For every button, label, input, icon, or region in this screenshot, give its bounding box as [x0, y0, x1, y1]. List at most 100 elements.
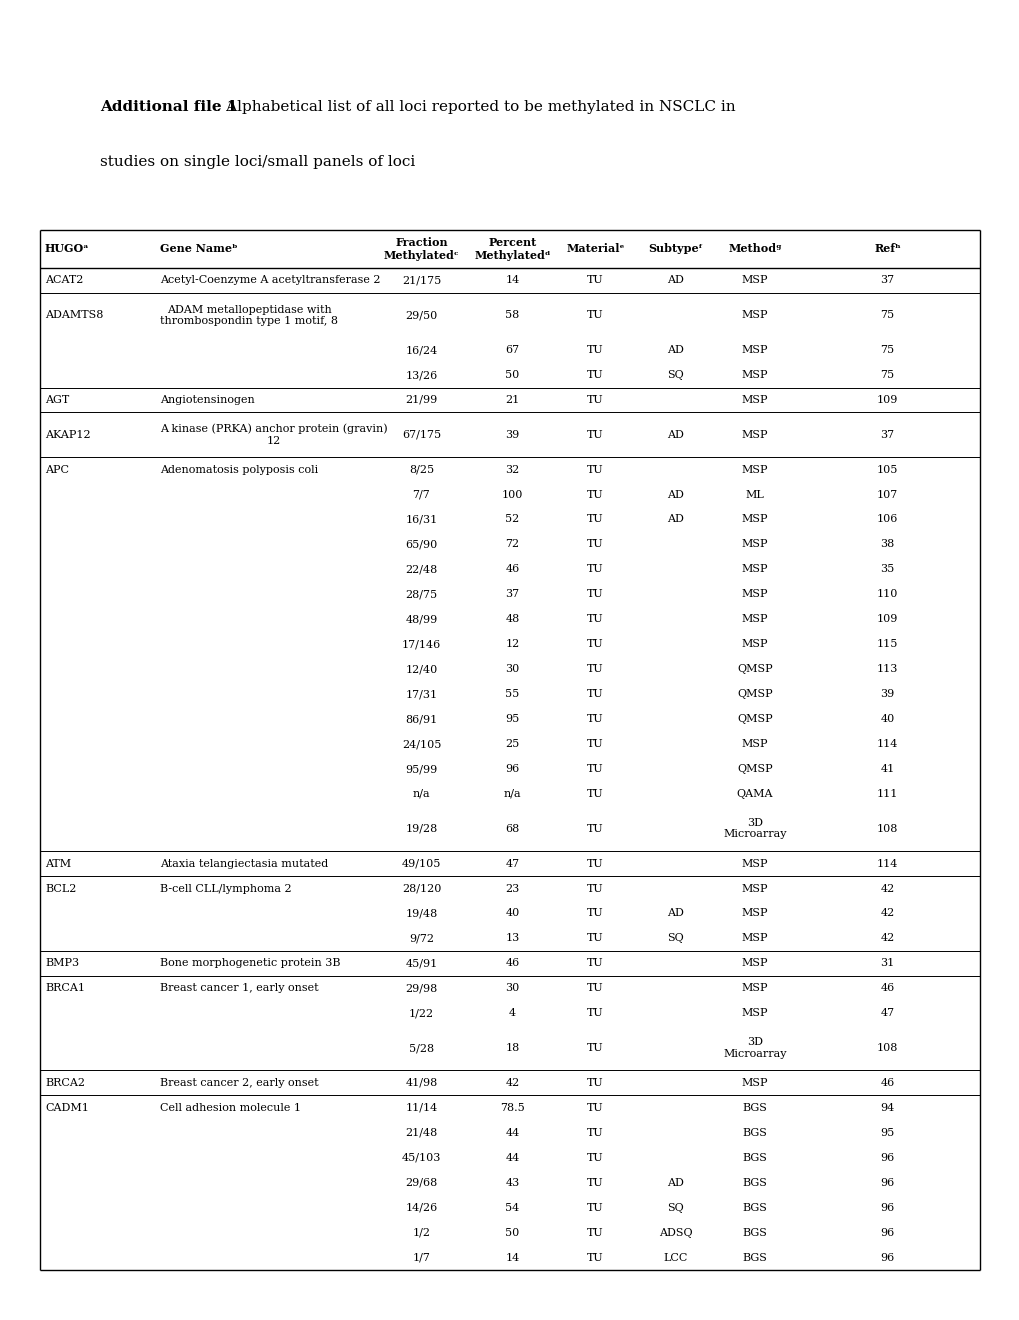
Text: TU: TU: [587, 1102, 603, 1113]
Text: 96: 96: [879, 1253, 894, 1262]
Text: 46: 46: [504, 958, 519, 969]
Text: TU: TU: [587, 490, 603, 499]
Text: MSP: MSP: [741, 614, 767, 624]
Text: MSP: MSP: [741, 883, 767, 894]
Text: TU: TU: [587, 1043, 603, 1053]
Text: A kinase (PRKA) anchor protein (gravin)
12: A kinase (PRKA) anchor protein (gravin) …: [160, 424, 387, 446]
Text: 96: 96: [879, 1177, 894, 1188]
Text: MSP: MSP: [741, 276, 767, 285]
Text: 32: 32: [504, 465, 519, 475]
Text: TU: TU: [587, 395, 603, 405]
Text: 100: 100: [501, 490, 523, 499]
Text: 19/48: 19/48: [405, 908, 437, 919]
Text: MSP: MSP: [741, 565, 767, 574]
Text: 52: 52: [504, 515, 519, 524]
Text: MSP: MSP: [741, 515, 767, 524]
Text: SQ: SQ: [666, 370, 683, 380]
Text: 1/2: 1/2: [412, 1228, 430, 1238]
Text: 45/91: 45/91: [405, 958, 437, 969]
Text: 21/175: 21/175: [401, 276, 440, 285]
Text: ML: ML: [745, 490, 763, 499]
Text: TU: TU: [587, 858, 603, 869]
Text: AD: AD: [666, 490, 684, 499]
Text: TU: TU: [587, 1253, 603, 1262]
Text: TU: TU: [587, 1228, 603, 1238]
Text: 25: 25: [504, 739, 519, 748]
Text: Cell adhesion molecule 1: Cell adhesion molecule 1: [160, 1102, 301, 1113]
Text: 42: 42: [879, 908, 894, 919]
Text: 12: 12: [504, 639, 519, 649]
Text: 30: 30: [504, 664, 519, 675]
Text: 1/7: 1/7: [412, 1253, 430, 1262]
Text: B-cell CLL/lymphoma 2: B-cell CLL/lymphoma 2: [160, 883, 291, 894]
Text: QMSP: QMSP: [737, 689, 772, 700]
Text: TU: TU: [587, 1203, 603, 1213]
Text: 23: 23: [504, 883, 519, 894]
Text: 16/31: 16/31: [405, 515, 437, 524]
Text: 7/7: 7/7: [413, 490, 430, 499]
Text: 29/68: 29/68: [405, 1177, 437, 1188]
Text: MSP: MSP: [741, 310, 767, 321]
Text: Subtypeᶠ: Subtypeᶠ: [647, 243, 702, 255]
Text: 21/99: 21/99: [405, 395, 437, 405]
Text: Bone morphogenetic protein 3B: Bone morphogenetic protein 3B: [160, 958, 340, 969]
Text: 78.5: 78.5: [499, 1102, 525, 1113]
Text: APC: APC: [45, 465, 69, 475]
Text: 50: 50: [504, 370, 519, 380]
Text: 58: 58: [504, 310, 519, 321]
Text: studies on single loci/small panels of loci: studies on single loci/small panels of l…: [100, 154, 415, 169]
Text: 110: 110: [876, 589, 898, 599]
Text: MSP: MSP: [741, 540, 767, 549]
Text: MSP: MSP: [741, 739, 767, 748]
Text: 95: 95: [504, 714, 519, 725]
Text: TU: TU: [587, 764, 603, 774]
Text: Adenomatosis polyposis coli: Adenomatosis polyposis coli: [160, 465, 318, 475]
Text: TU: TU: [587, 1008, 603, 1018]
Text: TU: TU: [587, 430, 603, 440]
Text: 75: 75: [879, 345, 894, 355]
Text: 108: 108: [876, 824, 898, 834]
Text: 106: 106: [876, 515, 898, 524]
Text: 94: 94: [879, 1102, 894, 1113]
Text: ADSQ: ADSQ: [658, 1228, 692, 1238]
Text: MSP: MSP: [741, 908, 767, 919]
Text: AD: AD: [666, 430, 684, 440]
Text: QAMA: QAMA: [736, 789, 772, 799]
Text: 68: 68: [504, 824, 519, 834]
Text: 109: 109: [876, 614, 898, 624]
Text: 111: 111: [876, 789, 898, 799]
Text: n/a: n/a: [413, 789, 430, 799]
Text: ADAMTS8: ADAMTS8: [45, 310, 103, 321]
Text: 37: 37: [505, 589, 519, 599]
Text: 46: 46: [879, 1078, 894, 1088]
Text: AD: AD: [666, 515, 684, 524]
Text: 48/99: 48/99: [405, 614, 437, 624]
Text: 11/14: 11/14: [405, 1102, 437, 1113]
Text: 86/91: 86/91: [405, 714, 437, 725]
Text: 42: 42: [879, 883, 894, 894]
Text: 37: 37: [879, 430, 894, 440]
Text: 105: 105: [876, 465, 898, 475]
Text: 42: 42: [879, 933, 894, 944]
Text: Additional file 1: Additional file 1: [100, 100, 237, 114]
Text: 41: 41: [879, 764, 894, 774]
Text: MSP: MSP: [741, 1078, 767, 1088]
Text: TU: TU: [587, 739, 603, 748]
Text: TU: TU: [587, 465, 603, 475]
Text: Materialᵉ: Materialᵉ: [566, 243, 624, 255]
Text: BGS: BGS: [742, 1152, 766, 1163]
Text: 39: 39: [879, 689, 894, 700]
Text: TU: TU: [587, 789, 603, 799]
Text: 43: 43: [504, 1177, 519, 1188]
Text: 75: 75: [879, 310, 894, 321]
Text: 24/105: 24/105: [401, 739, 441, 748]
Text: CADM1: CADM1: [45, 1102, 89, 1113]
Text: MSP: MSP: [741, 589, 767, 599]
Text: 65/90: 65/90: [405, 540, 437, 549]
Text: 46: 46: [879, 983, 894, 994]
Text: TU: TU: [587, 639, 603, 649]
Text: 40: 40: [504, 908, 519, 919]
Text: Refʰ: Refʰ: [873, 243, 900, 255]
Text: 30: 30: [504, 983, 519, 994]
Text: 28/75: 28/75: [405, 589, 437, 599]
